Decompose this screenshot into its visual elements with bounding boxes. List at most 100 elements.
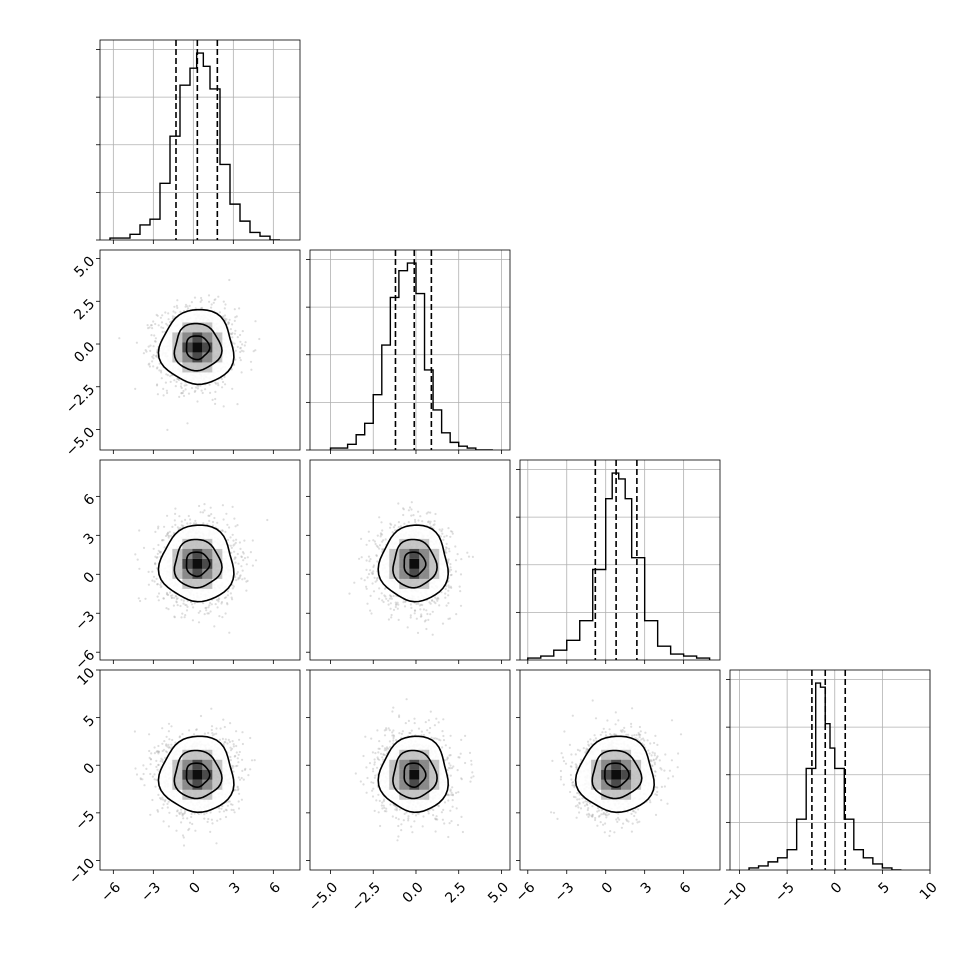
scatter-point [230, 596, 233, 599]
scatter-point [254, 320, 257, 323]
scatter-point [429, 525, 432, 528]
scatter-point [166, 514, 169, 517]
scatter-point [385, 597, 388, 600]
scatter-point [175, 304, 178, 307]
scatter-point [173, 616, 176, 619]
scatter-point [370, 571, 373, 574]
scatter-point [434, 512, 437, 516]
scatter-point [214, 603, 217, 606]
scatter-point [146, 324, 149, 327]
scatter-point [176, 299, 179, 302]
scatter-point [376, 560, 379, 563]
scatter-point [444, 587, 447, 591]
scatter-point [164, 381, 167, 384]
scatter-panel-2-0 [96, 459, 301, 664]
scatter-point [160, 369, 163, 372]
scatter-point [394, 605, 397, 609]
scatter-point [426, 612, 429, 616]
scatter-point [180, 598, 183, 601]
scatter-point [162, 820, 165, 823]
scatter-point [223, 317, 226, 320]
scatter-point [179, 604, 182, 608]
scatter-point [448, 617, 452, 620]
scatter-point [155, 556, 158, 559]
scatter-point [234, 316, 237, 319]
scatter-point [166, 324, 169, 327]
scatter-point [436, 599, 439, 602]
scatter-point [162, 326, 165, 330]
scatter-point [471, 555, 474, 559]
scatter-point [402, 507, 405, 510]
hist-step-2 [527, 472, 711, 660]
scatter-point [178, 395, 181, 398]
scatter-point [232, 544, 235, 547]
scatter-point [192, 606, 195, 609]
scatter-point [166, 534, 169, 537]
scatter-point [266, 518, 269, 522]
scatter-point [182, 602, 185, 605]
scatter-point [229, 759, 232, 762]
panel-frame [729, 669, 931, 871]
scatter-point [221, 529, 224, 532]
scatter-point [221, 504, 224, 507]
scatter-point [207, 612, 210, 615]
scatter-point [216, 606, 219, 609]
scatter-point [214, 390, 217, 393]
scatter-point [155, 367, 159, 370]
panel-content [134, 503, 269, 634]
scatter-point [240, 776, 243, 780]
scatter-point [156, 583, 159, 586]
scatter-point [156, 595, 159, 598]
scatter-point [402, 601, 405, 604]
scatter-point [154, 555, 157, 558]
scatter-point [151, 355, 154, 358]
scatter-point [209, 506, 212, 509]
scatter-point [158, 362, 161, 365]
scatter-point [380, 592, 383, 595]
scatter-point [155, 313, 158, 316]
scatter-point [173, 519, 176, 522]
scatter-point [206, 523, 209, 526]
scatter-point [467, 555, 471, 558]
scatter-point [210, 725, 214, 728]
scatter-panel-1-0 [96, 249, 301, 454]
scatter-point [178, 515, 181, 518]
scatter-point [233, 517, 236, 520]
scatter-point [134, 387, 137, 390]
density-cell [399, 568, 410, 579]
scatter-point [152, 354, 155, 357]
scatter-point [214, 381, 217, 384]
scatter-point [433, 523, 436, 526]
scatter-point [180, 392, 183, 395]
scatter-point [394, 601, 397, 604]
scatter-point [240, 555, 243, 558]
scatter-point [172, 596, 176, 600]
scatter-point [209, 610, 212, 613]
scatter-point [208, 300, 211, 303]
scatter-point [422, 608, 425, 611]
scatter-point [175, 814, 178, 817]
scatter-point [392, 526, 395, 529]
scatter-point [407, 509, 410, 512]
scatter-point [225, 318, 228, 321]
hist-step-0 [109, 52, 280, 240]
scatter-point [215, 598, 219, 602]
scatter-point [220, 602, 223, 605]
scatter-point [161, 539, 164, 542]
density-cell [192, 548, 203, 559]
scatter-point [214, 402, 217, 405]
scatter-point [372, 539, 375, 542]
scatter-point [153, 334, 156, 337]
scatter-point [156, 351, 159, 354]
scatter-point [194, 519, 197, 523]
scatter-point [161, 330, 164, 333]
scatter-point [360, 577, 363, 580]
scatter-point [162, 597, 165, 600]
scatter-point [165, 389, 168, 392]
scatter-point [236, 789, 240, 792]
scatter-point [231, 336, 234, 339]
scatter-point [154, 562, 157, 565]
scatter-point [237, 576, 240, 580]
scatter-point [200, 299, 203, 302]
scatter-point [134, 553, 137, 556]
